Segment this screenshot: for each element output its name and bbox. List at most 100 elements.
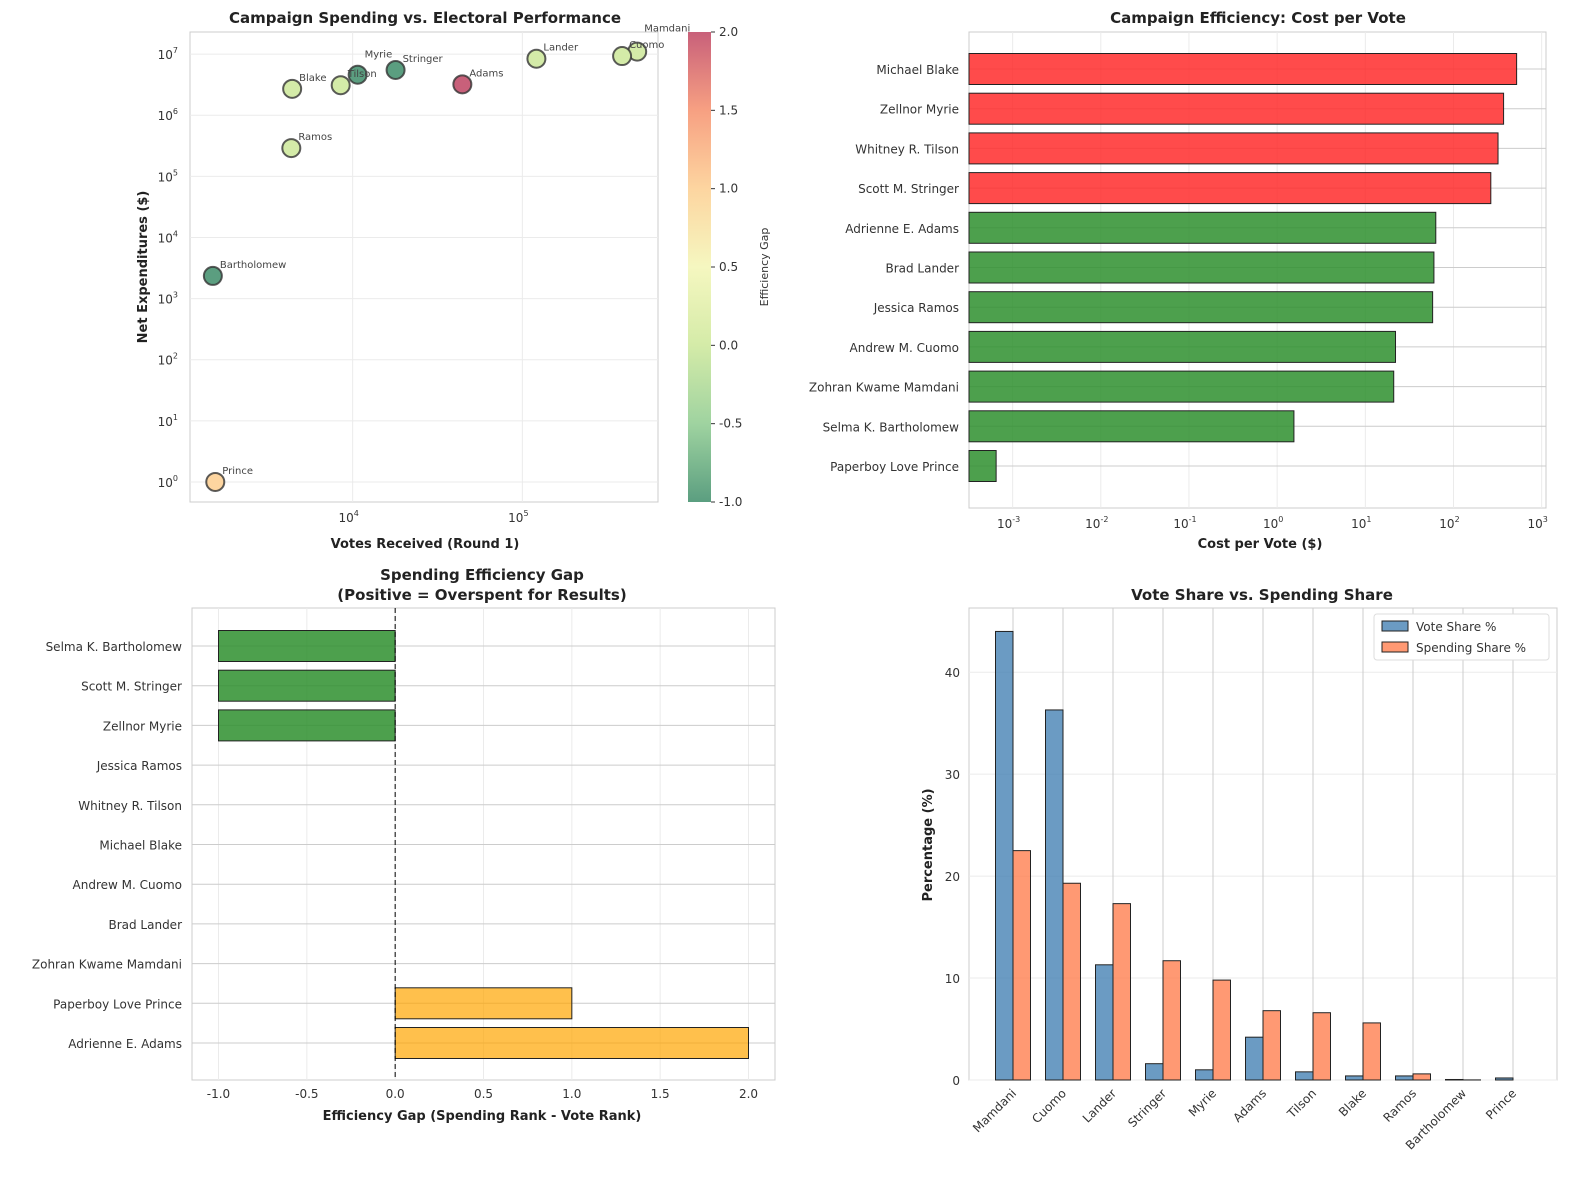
y-tick-label: 40 xyxy=(945,666,960,680)
cost-bar xyxy=(969,451,996,482)
scatter-title: Campaign Spending vs. Electoral Performa… xyxy=(229,9,621,27)
y-tick-label: Jessica Ramos xyxy=(873,301,959,315)
x-tick-label: Cuomo xyxy=(1029,1086,1069,1126)
y-tick-label: 104 xyxy=(158,229,178,245)
point-label: Adams xyxy=(469,68,503,79)
share-bar xyxy=(1296,1072,1314,1080)
share-bar xyxy=(1113,904,1131,1080)
x-tick-label: 1.5 xyxy=(651,1087,670,1101)
gap-bar xyxy=(219,670,396,701)
x-tick-label: Stringer xyxy=(1125,1086,1169,1130)
x-tick-label: 0.5 xyxy=(474,1087,493,1101)
point-label: Myrie xyxy=(365,50,393,61)
x-tick-label: 10-3 xyxy=(997,515,1020,531)
x-tick-label: 100 xyxy=(1263,515,1283,531)
share-bar xyxy=(1213,980,1231,1080)
colorbar-tick-label: 1.5 xyxy=(719,103,738,117)
x-tick-label: 10-1 xyxy=(1173,515,1196,531)
cost-bar xyxy=(969,331,1396,362)
x-tick-label: Mamdani xyxy=(970,1086,1019,1135)
y-tick-label: Zellnor Myrie xyxy=(103,719,182,733)
y-tick-label: Michael Blake xyxy=(99,839,182,853)
y-tick-label: 100 xyxy=(158,474,178,490)
y-tick-label: Selma K. Bartholomew xyxy=(46,640,183,654)
legend: Vote Share % Spending Share % xyxy=(1374,614,1549,660)
share-bar xyxy=(1096,965,1114,1080)
point-label: Ramos xyxy=(298,132,332,143)
x-tick-label: Prince xyxy=(1483,1086,1519,1122)
y-tick-label: 105 xyxy=(158,168,178,184)
colorbar-tick-label: 1.0 xyxy=(719,182,738,196)
y-tick-label: 101 xyxy=(158,413,178,429)
legend-label: Vote Share % xyxy=(1416,620,1496,634)
share-bar xyxy=(1146,1064,1164,1080)
y-tick-label: Zohran Kwame Mamdani xyxy=(809,381,959,395)
x-tick-label: 0.0 xyxy=(386,1087,405,1101)
colorbar xyxy=(688,32,711,502)
x-tick-label: 101 xyxy=(1351,515,1371,531)
share-bar xyxy=(1446,1079,1464,1080)
y-tick-label: Michael Blake xyxy=(876,63,959,77)
y-tick-label: Adrienne E. Adams xyxy=(845,222,959,236)
gap-bar xyxy=(219,631,396,662)
gap-title: Spending Efficiency Gap xyxy=(380,566,584,584)
share-bar xyxy=(1263,1011,1281,1080)
y-tick-label: Selma K. Bartholomew xyxy=(823,420,960,434)
share-title: Vote Share vs. Spending Share xyxy=(1131,586,1393,604)
y-tick-label: Brad Lander xyxy=(108,918,182,932)
x-tick-label: 103 xyxy=(1527,515,1547,531)
y-tick-label: Scott M. Stringer xyxy=(81,680,182,694)
y-tick-label: Scott M. Stringer xyxy=(858,182,959,196)
cost-bar xyxy=(969,173,1491,204)
point-label: Stringer xyxy=(403,54,444,65)
share-bar xyxy=(1063,883,1081,1080)
x-tick-label: Tilson xyxy=(1284,1086,1319,1121)
gap-xlabel: Efficiency Gap (Spending Rank - Vote Ran… xyxy=(323,1109,642,1124)
cost-bar xyxy=(969,54,1517,85)
colorbar-tick-label: 0.0 xyxy=(719,338,738,352)
cost-xlabel: Cost per Vote ($) xyxy=(1198,537,1323,552)
y-tick-label: 0 xyxy=(952,1074,960,1088)
colorbar-label: Efficiency Gap xyxy=(758,228,771,307)
share-bar xyxy=(1363,1023,1381,1080)
x-tick-label: 105 xyxy=(508,509,528,525)
x-tick-label: Adams xyxy=(1230,1086,1269,1125)
cost-bar xyxy=(969,252,1434,283)
y-tick-label: 103 xyxy=(158,291,178,307)
colorbar-tick-label: -1.0 xyxy=(719,495,742,509)
scatter-ylabel: Net Expenditures ($) xyxy=(136,191,151,344)
legend-label: Spending Share % xyxy=(1416,641,1526,655)
point-label: Blake xyxy=(299,73,326,84)
y-tick-label: 102 xyxy=(158,352,178,368)
point-label: Bartholomew xyxy=(220,260,286,271)
y-tick-label: 30 xyxy=(945,768,960,782)
x-tick-label: 104 xyxy=(338,509,358,525)
share-bar xyxy=(1246,1037,1264,1080)
y-tick-label: Zohran Kwame Mamdani xyxy=(32,958,182,972)
x-tick-label: -0.5 xyxy=(295,1087,318,1101)
share-bar xyxy=(1013,851,1031,1080)
cost-bar xyxy=(969,133,1498,164)
x-tick-label: 102 xyxy=(1439,515,1459,531)
y-tick-label: 20 xyxy=(945,870,960,884)
x-tick-label: 1.0 xyxy=(562,1087,581,1101)
y-tick-label: Whitney R. Tilson xyxy=(855,142,959,156)
y-tick-label: 106 xyxy=(158,107,178,123)
point-label: Cuomo xyxy=(629,40,664,51)
share-bar xyxy=(1196,1070,1214,1080)
share-bar xyxy=(1346,1076,1364,1080)
cost-bar xyxy=(969,371,1394,402)
gap-bar xyxy=(219,710,396,741)
gap-subtitle: (Positive = Overspent for Results) xyxy=(337,586,626,604)
scatter-xlabel: Votes Received (Round 1) xyxy=(331,537,520,552)
cost-bar xyxy=(969,93,1504,124)
share-bar xyxy=(1046,710,1064,1080)
y-tick-label: Brad Lander xyxy=(885,262,959,276)
point-label: Prince xyxy=(222,466,253,477)
y-tick-label: 107 xyxy=(158,46,178,62)
cost-bar xyxy=(969,411,1294,442)
y-tick-label: Paperboy Love Prince xyxy=(830,460,959,474)
x-tick-label: 10-2 xyxy=(1085,515,1108,531)
share-bar xyxy=(1313,1013,1331,1080)
